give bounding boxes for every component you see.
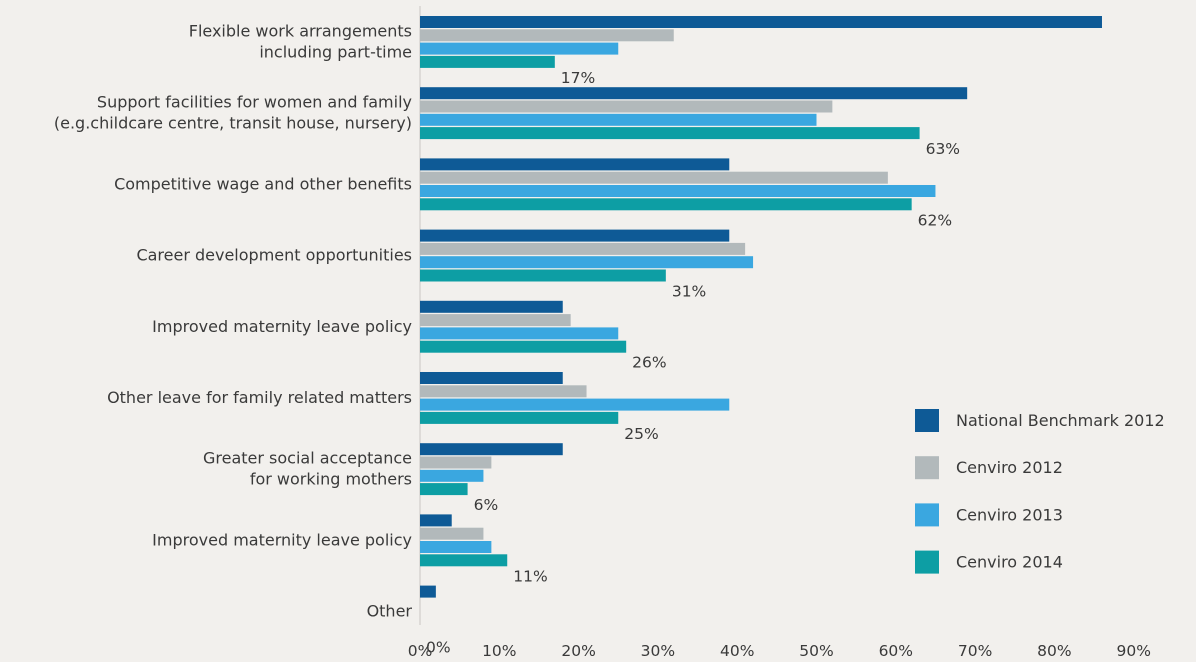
bar: [420, 398, 730, 411]
legend-swatch: [915, 550, 939, 574]
bar: [420, 29, 674, 42]
bar: [420, 314, 571, 327]
data-label: 25%: [624, 425, 658, 443]
data-label: 11%: [513, 567, 547, 585]
category-label: including part-time: [259, 42, 412, 61]
category-label: (e.g.childcare centre, transit house, nu…: [54, 114, 412, 133]
bar: [420, 198, 912, 211]
data-label: 63%: [926, 140, 960, 158]
bar: [420, 171, 888, 184]
bar: [420, 385, 587, 398]
bar: [420, 541, 492, 553]
category-label: Competitive wage and other benefits: [114, 174, 412, 193]
bar: [420, 300, 563, 313]
legend-label: Cenviro 2012: [956, 458, 1063, 477]
category-label: Improved maternity leave policy: [152, 530, 412, 549]
legend-swatch: [915, 456, 939, 480]
data-label: 31%: [672, 283, 706, 301]
legend-label: Cenviro 2013: [956, 505, 1063, 524]
x-tick-label: 70%: [958, 642, 992, 660]
x-tick-label: 10%: [482, 642, 516, 660]
bar: [420, 229, 730, 242]
bar: [420, 256, 754, 269]
bar: [420, 269, 666, 282]
category-label: Flexible work arrangements: [189, 21, 412, 40]
bar: [420, 443, 563, 456]
x-tick-label: 50%: [799, 642, 833, 660]
bar: [420, 55, 555, 68]
bar: [420, 113, 817, 126]
bar: [420, 100, 833, 113]
bar: [420, 527, 484, 540]
data-label: 62%: [918, 211, 952, 229]
category-label: for working mothers: [250, 470, 412, 489]
category-label: Support facilities for women and family: [97, 93, 412, 112]
bar: [420, 372, 563, 384]
category-label: Improved maternity leave policy: [152, 317, 412, 336]
bar: [420, 340, 627, 353]
legend-swatch: [915, 409, 939, 432]
x-tick-label: 30%: [641, 642, 675, 660]
category-label: Career development opportunities: [136, 246, 412, 265]
x-tick-label: 20%: [561, 642, 595, 660]
bar: [420, 185, 936, 197]
legend-swatch: [915, 503, 939, 527]
bar: [420, 483, 468, 496]
data-label: 6%: [474, 496, 499, 514]
bar: [420, 242, 746, 255]
bar: [420, 87, 968, 100]
bar: [420, 585, 436, 598]
data-label: 26%: [632, 354, 666, 372]
category-label: Other: [367, 602, 413, 621]
x-tick-label: 90%: [1116, 642, 1150, 660]
bar: [420, 554, 508, 567]
bar: [420, 327, 619, 340]
bar: [420, 514, 452, 527]
bar: [420, 42, 619, 55]
bar: [420, 456, 492, 469]
x-tick-label: 0%: [408, 642, 433, 660]
legend-label: National Benchmark 2012: [956, 411, 1165, 430]
x-tick-label: 60%: [879, 642, 913, 660]
data-label: 17%: [561, 69, 595, 87]
category-label: Greater social acceptance: [203, 449, 412, 468]
bar: [420, 158, 730, 171]
category-label: Other leave for family related matters: [107, 388, 412, 407]
data-label: 0%: [426, 639, 451, 657]
legend-label: Cenviro 2014: [956, 553, 1063, 572]
bar: [420, 127, 920, 140]
bar: [420, 411, 619, 424]
bar: [420, 469, 484, 482]
bar: [420, 16, 1102, 28]
x-tick-label: 40%: [720, 642, 754, 660]
x-tick-label: 80%: [1037, 642, 1071, 660]
